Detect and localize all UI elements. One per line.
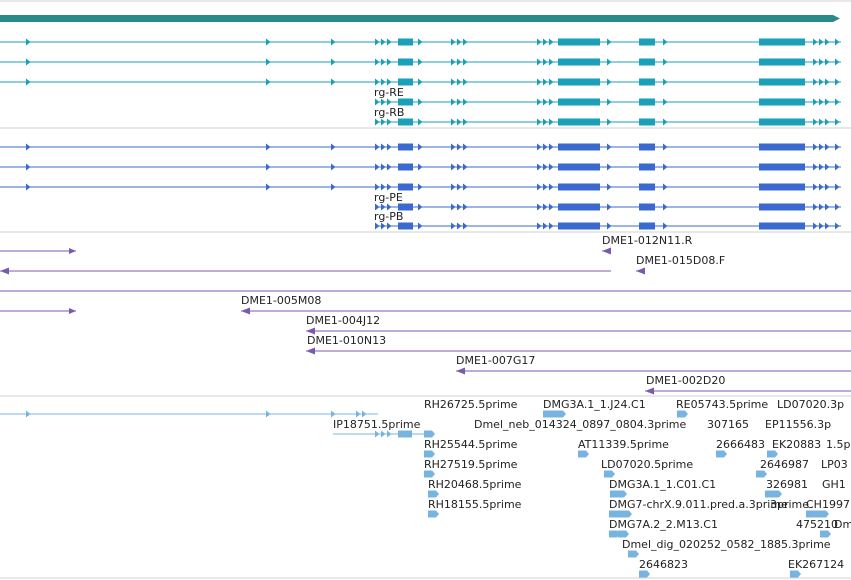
est-label: DMG3A.1_1.C01.C1	[609, 478, 716, 491]
est-feature[interactable]: RH25544.5prime	[424, 438, 518, 451]
protein-model[interactable]	[0, 183, 841, 191]
clone-end-pair[interactable]: DME1-005M08	[241, 294, 851, 315]
est-label: EK20883	[772, 438, 821, 451]
est-label: CH1997	[806, 498, 850, 511]
est-feature[interactable]: EP11556.3p	[765, 418, 831, 431]
clone-end-pair[interactable]	[0, 248, 76, 254]
est-label: 2666483	[716, 438, 765, 451]
est-feature[interactable]: DMG7A.2_2.M13.C1	[609, 518, 718, 531]
est-label: Dmel_neb_014324_0897_0804.3prime	[474, 418, 686, 431]
est-label: RH25544.5prime	[424, 438, 518, 451]
est-label: IP18751.5prime	[333, 418, 421, 431]
est-label: DMG7-chrX.9.011.pred.a.3prime	[609, 498, 788, 511]
est-label: RH18155.5prime	[428, 498, 522, 511]
protein-model[interactable]	[375, 222, 841, 230]
clone-end-pair[interactable]	[0, 267, 611, 275]
transcript-track: rg-RE rg-RB	[0, 38, 841, 126]
est-feature[interactable]: 307165	[707, 418, 749, 431]
est-label: RH27519.5prime	[424, 458, 518, 471]
est-label: RH26725.5prime	[424, 398, 518, 411]
est-feature[interactable]: RH27519.5prime	[424, 458, 518, 471]
est-feature[interactable]: Dm	[834, 518, 851, 531]
clone-label: DME1-015D08.F	[636, 254, 725, 267]
gene-track[interactable]	[0, 15, 840, 22]
est-label: 1.5p	[826, 438, 850, 451]
est-feature[interactable]: LD07020.5prime	[601, 458, 693, 471]
clone-end-pair[interactable]: DME1-004J12	[306, 314, 851, 335]
est-feature[interactable]: DMG7-chrX.9.011.pred.a.3prime	[609, 498, 788, 511]
est-label: 2646823	[639, 558, 688, 571]
transcript-model[interactable]	[0, 38, 841, 46]
est-label: EK267124	[788, 558, 844, 571]
est-label: 3prime	[770, 498, 809, 511]
est-feature[interactable]: RH20468.5prime	[428, 478, 522, 491]
est-feature[interactable]: DMG3A.1_1.C01.C1	[609, 478, 716, 491]
est-feature[interactable]: GH1	[822, 478, 846, 491]
est-label: DMG7A.2_2.M13.C1	[609, 518, 718, 531]
protein-model[interactable]	[0, 163, 841, 171]
est-feature[interactable]: 2646987	[760, 458, 809, 471]
clone-label: DME1-012N11.R	[602, 234, 693, 247]
clone-end-pair[interactable]	[0, 308, 76, 314]
protein-track: rg-PE rg-PB	[0, 143, 841, 230]
protein-label: rg-PB	[374, 210, 403, 223]
est-feature[interactable]: CH1997	[806, 498, 850, 511]
est-feature[interactable]: EK267124	[788, 558, 844, 571]
est-feature[interactable]: RH18155.5prime	[428, 498, 522, 511]
clone-end-pair[interactable]: DME1-007G17	[456, 354, 851, 375]
est-feature[interactable]: AT11339.5prime	[578, 438, 669, 451]
est-feature[interactable]: EK20883	[772, 438, 821, 451]
clone-end-pair[interactable]: DME1-002D20	[645, 374, 851, 395]
est-label: 326981	[766, 478, 808, 491]
est-label: LD07020.5prime	[601, 458, 693, 471]
est-feature[interactable]: Dmel_dig_020252_0582_1885.3prime	[622, 538, 831, 551]
transcript-model[interactable]	[375, 118, 841, 126]
transcript-model[interactable]	[375, 98, 841, 106]
est-feature[interactable]: IP18751.5prime	[333, 418, 421, 431]
est-label: Dm	[834, 518, 851, 531]
est-feature[interactable]: DMG3A.1_1.J24.C1	[543, 398, 646, 411]
est-label: 475210	[796, 518, 838, 531]
protein-label: rg-PE	[374, 191, 403, 204]
est-label: 307165	[707, 418, 749, 431]
clone-end-pair[interactable]: DME1-010N13	[306, 334, 851, 355]
est-feature[interactable]: 2666483	[716, 438, 765, 451]
est-label: EP11556.3p	[765, 418, 831, 431]
est-feature[interactable]: 1.5p	[826, 438, 850, 451]
est-feature[interactable]: 326981	[766, 478, 808, 491]
est-label: LP03	[821, 458, 848, 471]
est-feature[interactable]: RE05743.5prime	[676, 398, 768, 411]
est-label: AT11339.5prime	[578, 438, 669, 451]
est-label: GH1	[822, 478, 846, 491]
clone-label: DME1-005M08	[241, 294, 321, 307]
est-feature[interactable]: 2646823	[639, 558, 688, 571]
clone-end-pair[interactable]: DME1-012N11.R	[602, 234, 693, 255]
clone-end-pair[interactable]: DME1-015D08.F	[636, 254, 725, 275]
transcript-model[interactable]	[0, 78, 841, 86]
clone-label: DME1-004J12	[306, 314, 380, 327]
est-feature[interactable]: LP03	[821, 458, 848, 471]
est-label: DMG3A.1_1.J24.C1	[543, 398, 646, 411]
est-feature[interactable]: RH26725.5prime	[424, 398, 518, 411]
clone-label: DME1-002D20	[646, 374, 725, 387]
est-label: 2646987	[760, 458, 809, 471]
est-label: RE05743.5prime	[676, 398, 768, 411]
est-label: RH20468.5prime	[428, 478, 522, 491]
transcript-label: rg-RB	[374, 106, 404, 119]
est-label: Dmel_dig_020252_0582_1885.3prime	[622, 538, 831, 551]
transcript-label: rg-RE	[374, 86, 404, 99]
transcript-model[interactable]	[0, 58, 841, 66]
protein-model[interactable]	[375, 203, 841, 211]
est-feature[interactable]: 475210	[796, 518, 838, 531]
est-feature[interactable]: LD07020.3p	[777, 398, 844, 411]
est-label: LD07020.3p	[777, 398, 844, 411]
clone-track: DME1-012N11.R DME1-015D08.F DME1-005M08 DME…	[0, 234, 851, 395]
est-feature[interactable]: Dmel_neb_014324_0897_0804.3prime	[474, 418, 686, 431]
clone-label: DME1-010N13	[307, 334, 386, 347]
protein-model[interactable]	[0, 143, 841, 151]
est-feature[interactable]: 3prime	[770, 498, 809, 511]
clone-label: DME1-007G17	[456, 354, 535, 367]
